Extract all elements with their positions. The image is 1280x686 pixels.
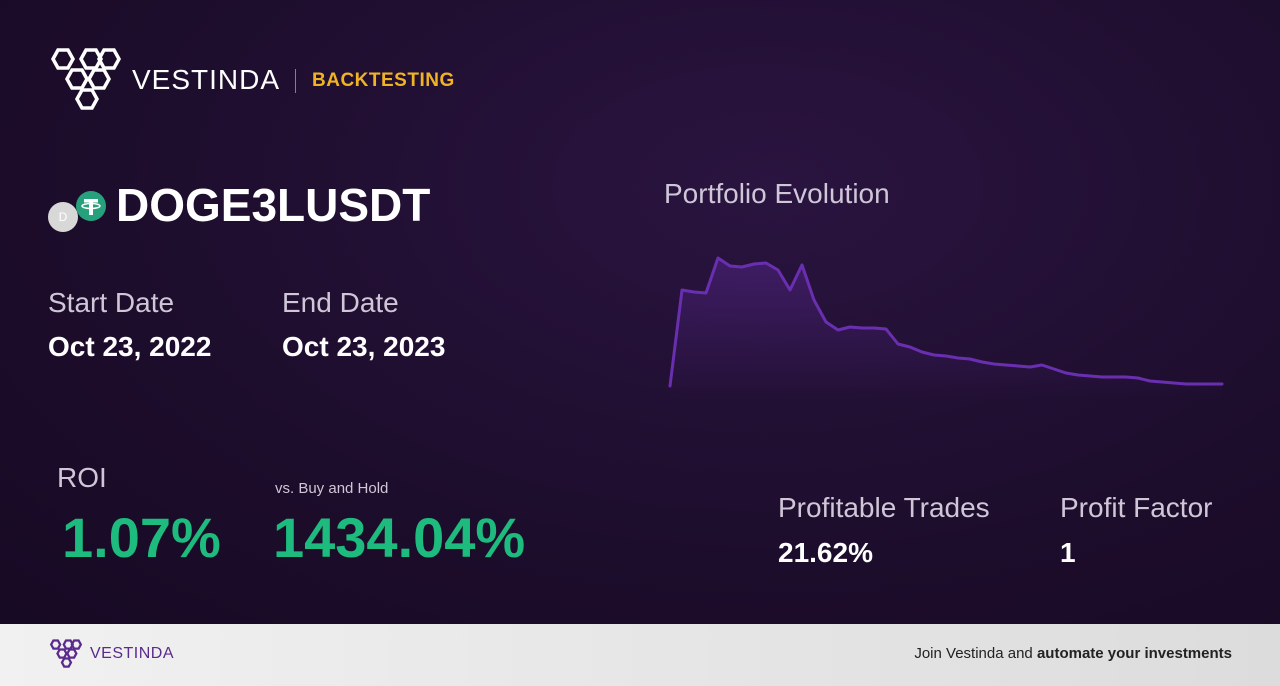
quote-icon	[76, 191, 106, 221]
roi-label: ROI	[57, 462, 107, 493]
cta-text: Join Vestinda and	[914, 645, 1037, 662]
vs-value: 1434.04%	[273, 506, 526, 569]
separator	[295, 69, 296, 93]
logo	[50, 48, 122, 110]
section-label: BACKTESTING	[312, 70, 455, 91]
trades-label: Profitable Trades	[778, 492, 990, 523]
brand: VESTINDA	[132, 64, 281, 95]
footer-logo	[49, 639, 83, 668]
end-label: End Date	[282, 287, 399, 318]
symbol: DOGE3LUSDT	[116, 179, 431, 231]
chart	[668, 256, 1224, 400]
start-label: Start Date	[48, 287, 175, 318]
area	[670, 258, 1222, 400]
vs-label: vs. Buy and Hold	[275, 480, 389, 497]
card: VESTINDA BACKTESTING D DOGE3LUSDT Start …	[0, 0, 1280, 624]
start-value: Oct 23, 2022	[48, 331, 212, 362]
footer-brand: VESTINDA	[90, 645, 175, 662]
factor-label: Profit Factor	[1060, 492, 1213, 523]
cta-bold: automate your investments	[1036, 645, 1232, 662]
trades-value: 21.62%	[778, 537, 873, 568]
base-icon: D	[48, 202, 78, 232]
factor-value: 1	[1060, 537, 1076, 568]
footer	[0, 624, 1280, 686]
end-value: Oct 23, 2023	[282, 331, 446, 362]
chart-title: Portfolio Evolution	[664, 178, 890, 209]
footer-cta: Join Vestinda and automate your investme…	[914, 645, 1232, 662]
line	[668, 256, 1224, 388]
roi-value: 1.07%	[62, 506, 221, 569]
